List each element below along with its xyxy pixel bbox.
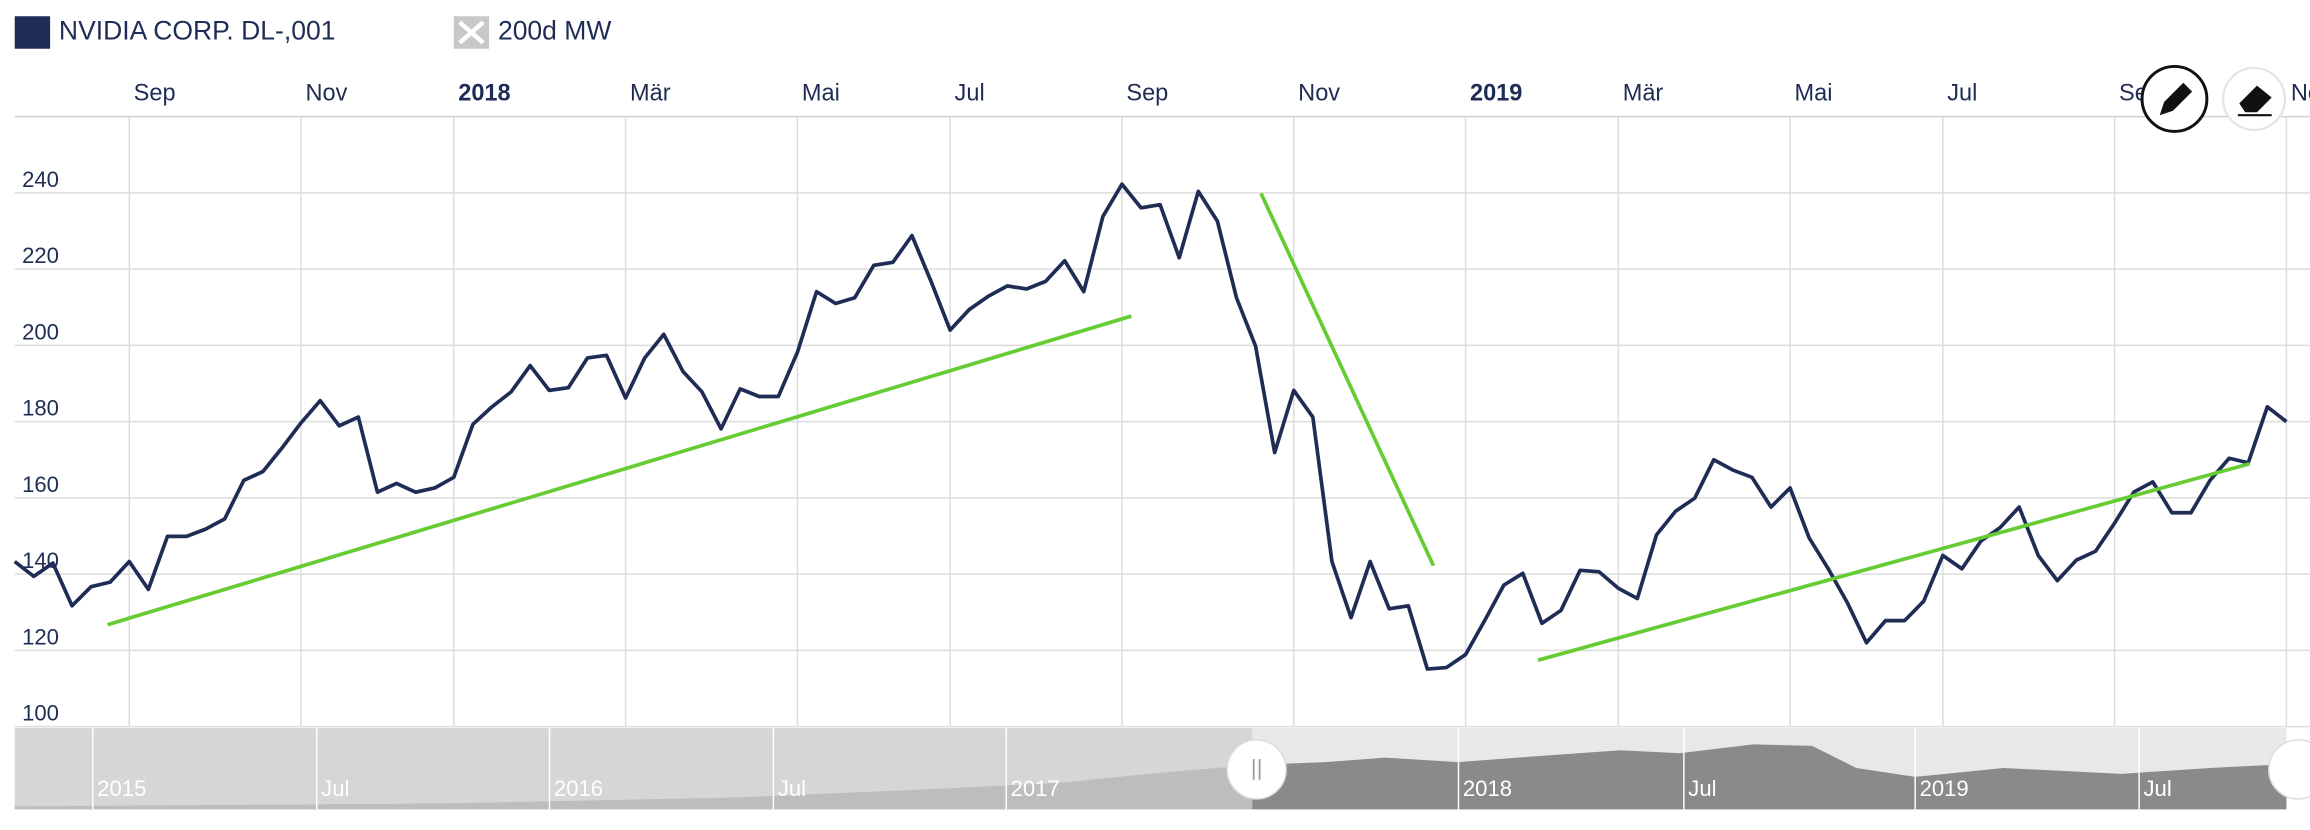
navigator-label: Jul: [778, 776, 806, 801]
x-tick-label: 2019: [1470, 81, 1522, 107]
y-tick-label: 160: [22, 472, 59, 497]
navigator-label: 2019: [1920, 776, 1969, 801]
navigator-handle[interactable]: [1226, 739, 1287, 800]
y-tick-label: 200: [22, 319, 59, 344]
pencil-icon: [2159, 82, 2193, 116]
navigator-label: Jul: [321, 776, 349, 801]
eraser-button[interactable]: [2221, 66, 2287, 132]
legend-hidden-cross: [458, 20, 485, 45]
navigator-labels: 2015 Jul 2016 Jul 2017 2018 Jul 2019 Jul: [92, 728, 2172, 810]
x-tick-label: Mai: [1795, 81, 1833, 107]
navigator-area: [1252, 744, 2287, 810]
y-tick-label: 140: [22, 548, 59, 573]
trend-line: [107, 314, 1132, 627]
x-tick-label: 2018: [458, 81, 510, 107]
legend-swatch: [14, 16, 51, 49]
navigator-handle[interactable]: [2268, 739, 2310, 800]
navigator: 2015 Jul 2016 Jul 2017 2018 Jul 2019 Jul: [14, 728, 2310, 810]
grid: 100 120 140 160 180 200 220 240 Sep Nov 2018 Mär Mai…: [14, 81, 2310, 728]
y-tick-label: 100: [22, 701, 59, 726]
legend-item[interactable]: 200d MW: [453, 15, 612, 49]
price-line: [13, 182, 2288, 671]
navigator-area: [14, 765, 1253, 810]
x-tick-label: Sep: [134, 81, 176, 107]
legend-item[interactable]: NVIDIA CORP. DL-,001: [14, 15, 336, 49]
navigator-label: Jul: [1688, 776, 1716, 801]
legend-label: 200d MW: [498, 15, 611, 45]
x-tick-label: Mär: [630, 81, 671, 107]
x-tick-label: Nov: [306, 81, 348, 107]
x-tick-label: Nov: [1298, 81, 1340, 107]
trend-line: [1537, 461, 2251, 662]
trend-line: [1259, 192, 1436, 567]
trend-lines: [107, 192, 2251, 662]
y-tick-label: 240: [22, 167, 59, 192]
navigator-label: 2018: [1463, 776, 1512, 801]
series: [13, 182, 2288, 671]
x-tick-label: Jul: [1947, 81, 1977, 107]
eraser-icon: [2239, 85, 2272, 113]
x-tick-label: Jul: [955, 81, 985, 107]
y-tick-label: 120: [22, 624, 59, 649]
x-tick-label: Sep: [1126, 81, 1168, 107]
pencil-button[interactable]: [2140, 64, 2209, 133]
legend: NVIDIA CORP. DL-,001 200d MW: [14, 15, 612, 49]
navigator-label: 2017: [1011, 776, 1060, 801]
navigator-label: Jul: [2144, 776, 2172, 801]
x-tick-label: Nov: [2291, 81, 2310, 107]
legend-label: NVIDIA CORP. DL-,001: [59, 15, 336, 45]
navigator-label: 2015: [97, 776, 146, 801]
x-tick-label: Mär: [1623, 81, 1664, 107]
y-tick-label: 220: [22, 243, 59, 268]
x-tick-label: Mai: [802, 81, 840, 107]
y-tick-label: 180: [22, 396, 59, 421]
navigator-label: 2016: [554, 776, 603, 801]
